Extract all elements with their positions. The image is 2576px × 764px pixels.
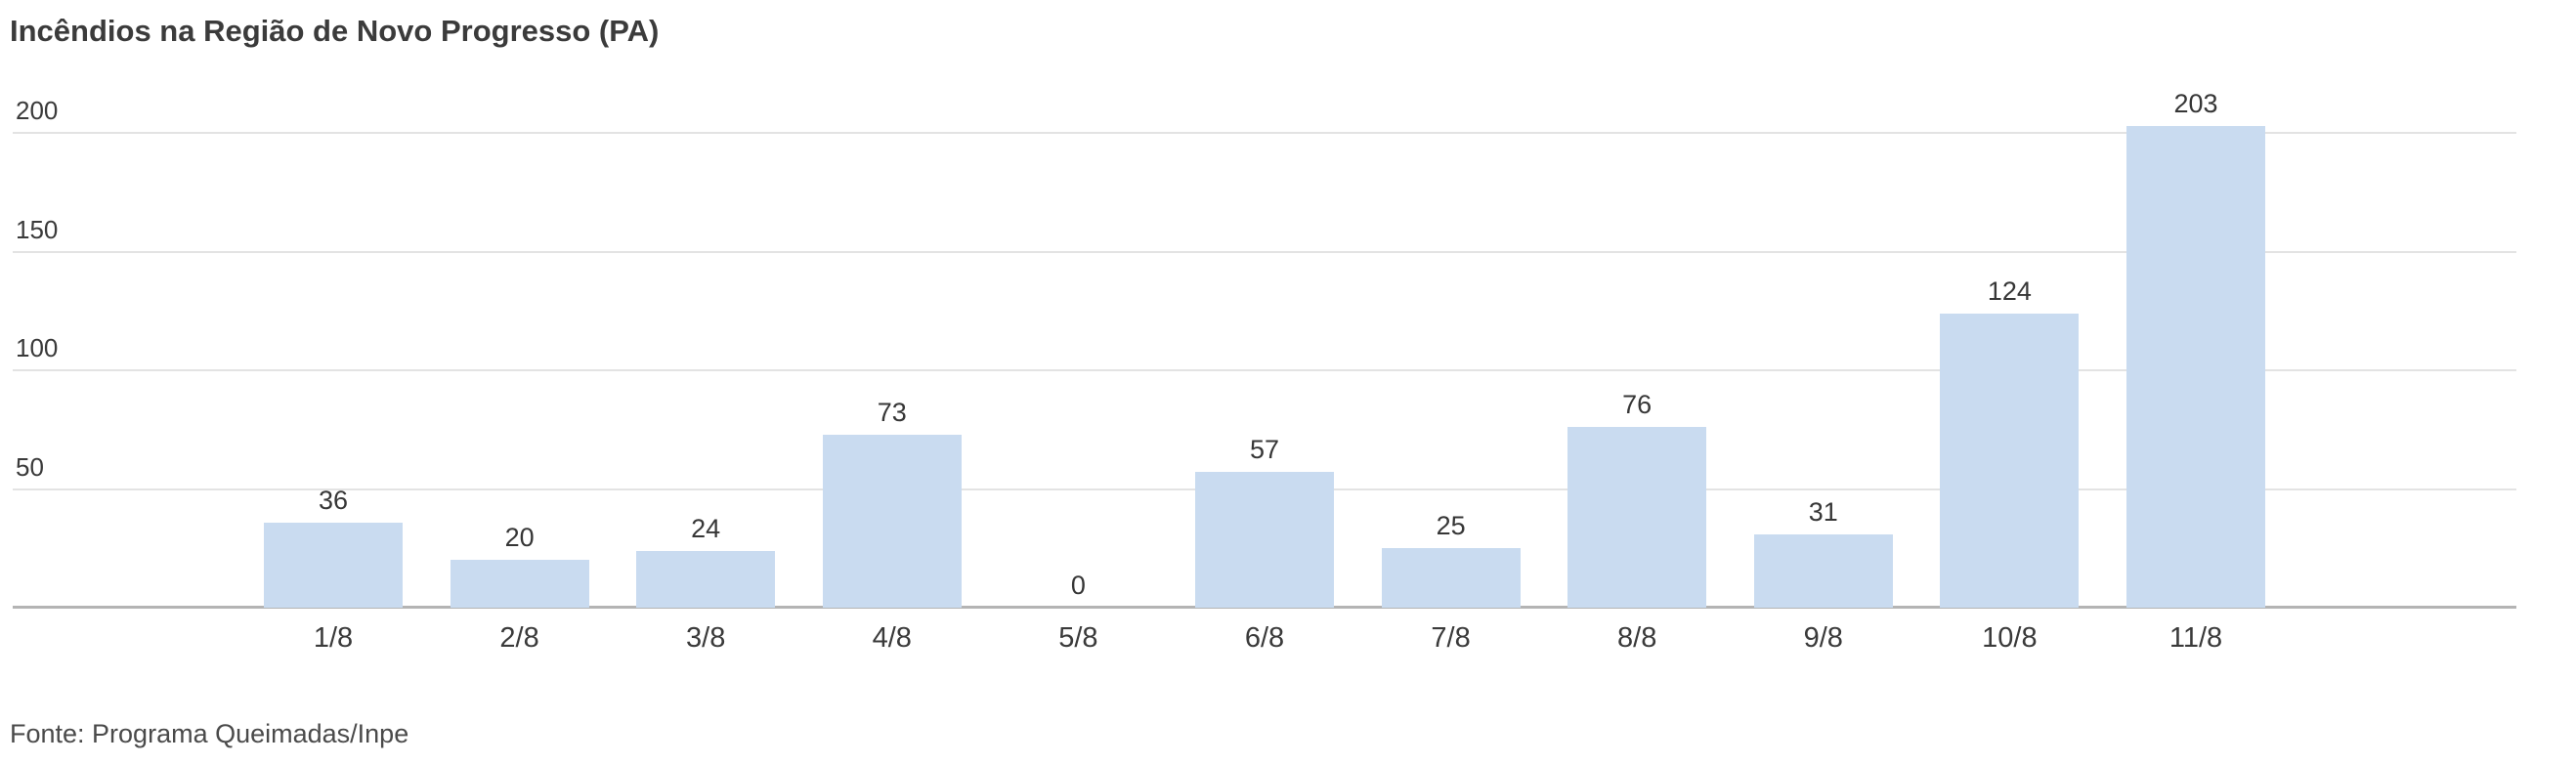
y-tick-label: 100 bbox=[16, 333, 59, 362]
bar-value-label: 20 bbox=[504, 523, 535, 553]
source-note: Fonte: Programa Queimadas/Inpe bbox=[10, 719, 409, 748]
x-tick-label: 2/8 bbox=[499, 622, 539, 654]
x-tick-label: 4/8 bbox=[872, 622, 912, 654]
y-tick-label: 50 bbox=[16, 451, 44, 482]
bar bbox=[1195, 472, 1334, 608]
bar bbox=[822, 434, 962, 608]
x-tick-label: 6/8 bbox=[1244, 622, 1285, 654]
y-tick-label: 150 bbox=[16, 214, 59, 244]
gridline bbox=[13, 369, 2516, 371]
bar bbox=[1567, 427, 1707, 608]
chart-title: Incêndios na Região de Novo Progresso (P… bbox=[10, 14, 660, 48]
bar-value-label: 76 bbox=[1622, 390, 1653, 420]
bar bbox=[1381, 548, 1521, 608]
bar-value-label: 24 bbox=[691, 513, 721, 543]
x-tick-label: 8/8 bbox=[1617, 622, 1657, 654]
x-tick-label: 5/8 bbox=[1058, 622, 1098, 654]
bar bbox=[2126, 125, 2265, 608]
x-tick-label: 1/8 bbox=[313, 622, 354, 654]
bar-value-label: 0 bbox=[1070, 571, 1086, 600]
x-tick-label: 11/8 bbox=[2168, 622, 2223, 654]
bar-value-label: 25 bbox=[1436, 511, 1466, 541]
gridline bbox=[13, 250, 2516, 253]
bar bbox=[636, 550, 776, 608]
x-tick-label: 10/8 bbox=[1982, 622, 2038, 654]
gridline bbox=[13, 132, 2516, 134]
bar-value-label: 36 bbox=[318, 485, 349, 515]
bar-value-label: 203 bbox=[2173, 88, 2218, 118]
y-tick-label: 200 bbox=[16, 96, 59, 125]
x-tick-label: 7/8 bbox=[1431, 622, 1471, 654]
bar bbox=[264, 522, 403, 608]
bar-value-label: 57 bbox=[1249, 435, 1280, 465]
bar-value-label: 73 bbox=[877, 397, 907, 427]
x-tick-label: 9/8 bbox=[1803, 622, 1843, 654]
bar bbox=[1753, 533, 1893, 608]
bar bbox=[450, 560, 589, 608]
bar bbox=[1940, 313, 2080, 608]
x-tick-label: 3/8 bbox=[686, 622, 726, 654]
bar-value-label: 124 bbox=[1987, 276, 2032, 306]
bar-value-label: 31 bbox=[1808, 496, 1838, 527]
